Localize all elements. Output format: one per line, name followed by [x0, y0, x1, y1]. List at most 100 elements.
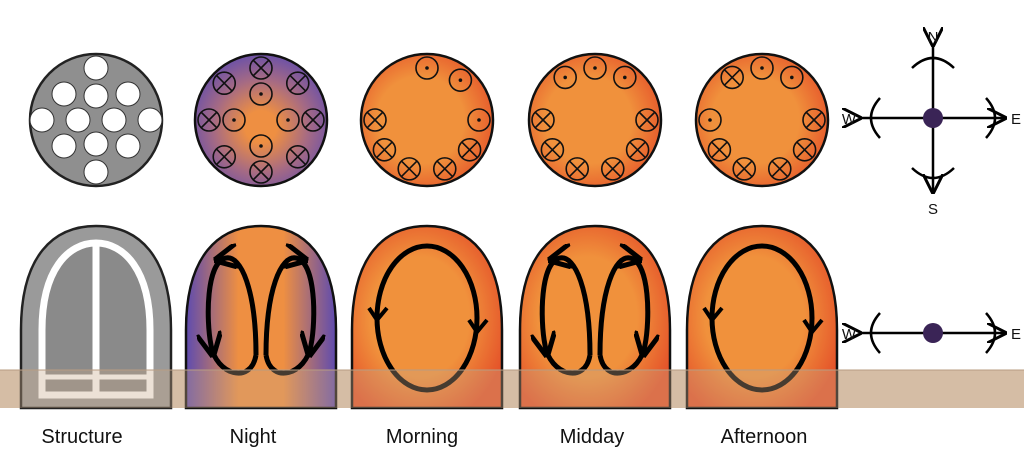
- marker-x: [304, 111, 322, 129]
- marker: [212, 71, 237, 96]
- marker-x: [252, 163, 270, 181]
- marker-dot: [708, 118, 712, 122]
- compass-w: W: [842, 326, 857, 343]
- compass-n: N: [928, 29, 939, 46]
- shapes: [19, 52, 839, 410]
- marker-dot: [790, 75, 794, 80]
- marker-x: [534, 111, 552, 129]
- marker-x: [711, 141, 728, 158]
- marker-x: [604, 160, 621, 177]
- marker: [249, 82, 273, 106]
- flow-arrow: [467, 318, 489, 336]
- marker-dot: [760, 66, 764, 70]
- hole: [115, 133, 141, 159]
- marker: [432, 157, 457, 181]
- marker-x: [252, 59, 270, 77]
- compass-top: [860, 45, 1005, 192]
- marker-x: [771, 160, 788, 177]
- marker-x: [216, 148, 233, 165]
- hole: [83, 83, 109, 109]
- center: [923, 108, 943, 128]
- flow: [597, 258, 648, 376]
- marker: [363, 108, 387, 132]
- marker: [565, 157, 590, 181]
- marker-dot: [425, 66, 429, 70]
- marker-x: [569, 160, 586, 177]
- label: Midday: [560, 426, 624, 448]
- marker: [249, 134, 273, 158]
- marker: [750, 56, 774, 80]
- marker: [197, 108, 221, 132]
- marker-x: [629, 141, 646, 158]
- label: Morning: [386, 426, 458, 448]
- day-disc: [359, 52, 495, 188]
- arcs: [869, 56, 997, 180]
- hole: [115, 81, 141, 107]
- marker: [780, 65, 804, 90]
- marker: [276, 108, 300, 132]
- marker: [732, 157, 757, 181]
- marker: [372, 138, 397, 162]
- marker: [448, 68, 473, 92]
- marker: [301, 108, 325, 132]
- marker: [625, 138, 650, 162]
- flow-arrow: [702, 306, 724, 324]
- marker-dot: [232, 118, 236, 122]
- marker: [635, 108, 659, 132]
- marker: [540, 138, 565, 162]
- marker: [698, 108, 722, 132]
- hole: [83, 131, 109, 157]
- flow-arrow: [367, 306, 389, 324]
- marker: [720, 65, 744, 90]
- day-disc: [694, 52, 830, 188]
- marker: [397, 157, 422, 181]
- compass-e: E: [1011, 111, 1021, 128]
- marker-dot: [563, 75, 567, 80]
- compass-bottom: [860, 312, 1005, 354]
- center: [923, 323, 943, 343]
- hole: [137, 107, 163, 133]
- hole: [51, 81, 77, 107]
- night-disc: [193, 52, 329, 188]
- marker-x: [401, 160, 418, 177]
- flow: [263, 258, 314, 376]
- marker-x: [366, 111, 384, 129]
- marker-x: [200, 111, 218, 129]
- ground-overlay: [0, 370, 1024, 408]
- marker: [600, 157, 625, 181]
- marker: [792, 138, 817, 162]
- label: Night: [230, 426, 277, 448]
- flow-arrow: [802, 318, 824, 336]
- marker: [249, 56, 273, 80]
- marker: [707, 138, 732, 162]
- marker-dot: [623, 75, 627, 80]
- marker-x: [796, 141, 813, 158]
- flow: [542, 258, 593, 376]
- marker: [415, 56, 439, 80]
- hole: [83, 55, 109, 81]
- marker-x: [289, 148, 306, 165]
- compass-s: S: [928, 201, 938, 218]
- day-disc: [527, 52, 663, 188]
- arcs: [869, 312, 997, 354]
- marker-x: [638, 111, 656, 129]
- marker: [613, 65, 637, 90]
- marker: [285, 144, 310, 169]
- marker: [249, 160, 273, 184]
- marker: [467, 108, 491, 132]
- marker-x: [436, 160, 453, 177]
- hole: [29, 107, 55, 133]
- compass-e: E: [1011, 326, 1021, 343]
- marker-x: [805, 111, 823, 129]
- marker-x: [461, 141, 478, 158]
- hole: [101, 107, 127, 133]
- marker-dot: [259, 92, 263, 96]
- label: Afternoon: [721, 426, 808, 448]
- marker-dot: [477, 118, 481, 122]
- marker-x: [736, 160, 753, 177]
- marker-x: [216, 75, 233, 92]
- marker: [457, 138, 482, 162]
- marker-x: [376, 141, 393, 158]
- marker: [583, 56, 607, 80]
